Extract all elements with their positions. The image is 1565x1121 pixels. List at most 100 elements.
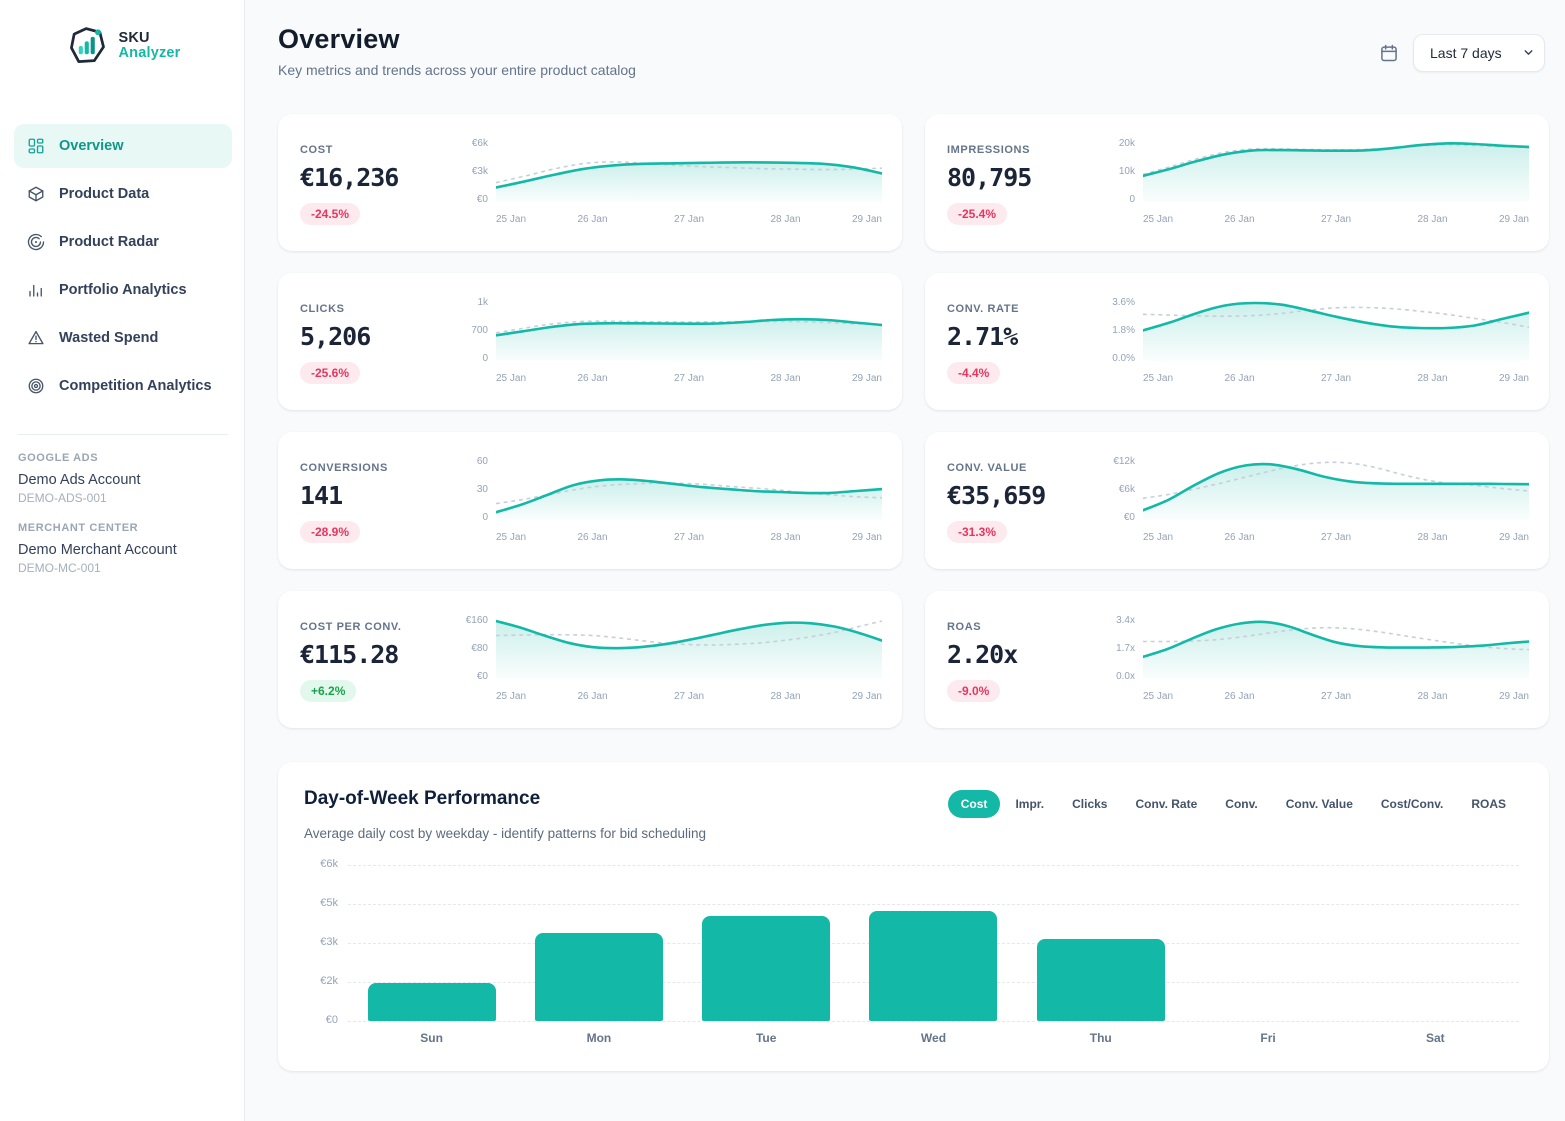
x-tick: 26 Jan: [577, 373, 608, 384]
sparkline-plot: [1143, 616, 1529, 688]
tab-roas[interactable]: ROAS: [1471, 797, 1506, 811]
tab-clicks[interactable]: Clicks: [1072, 797, 1108, 811]
x-tick: 25 Jan: [1143, 532, 1174, 543]
y-tick: €3k: [471, 166, 488, 177]
bar-wed[interactable]: [869, 910, 998, 1021]
metric-value: 2.71%: [947, 322, 1018, 351]
sidebar-item-product-data[interactable]: Product Data: [14, 172, 232, 216]
dashboard-icon: [27, 137, 45, 155]
metric-sparkline: €160 €80 €0: [460, 608, 882, 716]
target-icon: [27, 377, 45, 395]
x-tick: 25 Jan: [496, 532, 527, 543]
y-tick: €160: [465, 615, 488, 626]
metric-card-clicks: CLICKS 5,206 -25.6% 1k 700 0: [278, 273, 902, 410]
sparkline-y-axis: €6k €3k €0: [460, 138, 496, 211]
main-content: Overview Key metrics and trends across y…: [245, 0, 1565, 1121]
warning-icon: [27, 329, 45, 347]
metric-change-badge: -25.4%: [947, 203, 1008, 225]
metric-card-cost: COST €16,236 -24.5% €6k €3k €0: [278, 114, 902, 251]
sparkline-x-axis: 25 Jan 26 Jan 27 Jan 28 Jan 29 Jan: [496, 691, 882, 705]
metric-value: €115.28: [300, 640, 399, 669]
bar-tue[interactable]: [702, 915, 831, 1021]
gridline: [348, 904, 1519, 905]
sparkline-y-axis: 1k 700 0: [460, 297, 496, 370]
x-tick: 29 Jan: [851, 214, 882, 225]
sidebar-item-product-radar[interactable]: Product Radar: [14, 220, 232, 264]
calendar-icon[interactable]: [1379, 43, 1399, 63]
y-tick: 10k: [1118, 166, 1135, 177]
metric-sparkline: 20k 10k 0: [1107, 131, 1529, 239]
metric-value: €16,236: [300, 163, 399, 192]
y-tick: 20k: [1118, 138, 1135, 149]
bar-sun[interactable]: [367, 983, 496, 1021]
metric-label: CONV. RATE: [947, 303, 1020, 315]
bar-chart-y-tick: €6k: [320, 858, 338, 870]
sidebar-item-wasted-spend[interactable]: Wasted Spend: [14, 316, 232, 360]
x-tick: 29 Jan: [1498, 214, 1529, 225]
x-tick: 28 Jan: [770, 373, 801, 384]
bar-thu[interactable]: [1036, 938, 1165, 1021]
page-title: Overview: [278, 24, 400, 54]
x-tick: 27 Jan: [1320, 214, 1352, 225]
bar-chart-x-tick: Wed: [920, 1031, 947, 1045]
x-tick: 25 Jan: [1143, 691, 1174, 702]
y-tick: 0: [482, 512, 488, 523]
x-tick: 27 Jan: [673, 373, 705, 384]
package-icon: [27, 185, 45, 203]
gridline: [348, 865, 1519, 866]
bar-mon[interactable]: [534, 932, 663, 1021]
account-name: Demo Ads Account: [18, 472, 141, 488]
radar-icon: [27, 233, 45, 251]
metric-sparkline: 3.6% 1.8% 0.0%: [1107, 290, 1529, 398]
sidebar-item-overview[interactable]: Overview: [14, 124, 232, 168]
sparkline-x-axis: 25 Jan 26 Jan 27 Jan 28 Jan 29 Jan: [1143, 214, 1529, 228]
y-tick: 700: [471, 325, 488, 336]
x-tick: 27 Jan: [673, 214, 705, 225]
metric-label: COST PER CONV.: [300, 621, 402, 633]
sidebar-item-label: Product Radar: [59, 234, 159, 250]
x-tick: 28 Jan: [770, 691, 801, 702]
bar-chart-y-tick: €5k: [320, 897, 338, 909]
sparkline-x-axis: 25 Jan 26 Jan 27 Jan 28 Jan 29 Jan: [496, 214, 882, 228]
x-tick: 29 Jan: [851, 373, 882, 384]
y-tick: €0: [476, 194, 488, 205]
page-header-text: Overview Key metrics and trends across y…: [278, 24, 636, 78]
x-tick: 28 Jan: [1417, 691, 1448, 702]
tab-impr[interactable]: Impr.: [1015, 797, 1045, 811]
tab-cost[interactable]: Cost: [947, 790, 1001, 818]
sidebar-item-label: Overview: [59, 138, 124, 154]
sidebar-item-label: Product Data: [59, 186, 150, 202]
metric-summary: COST PER CONV. €115.28 +6.2%: [300, 608, 452, 716]
bar-column-sun: [348, 865, 515, 1021]
sparkline-plot: [496, 298, 882, 370]
tab-conv[interactable]: Conv.: [1225, 797, 1258, 811]
y-tick: 1k: [477, 297, 488, 308]
sidebar-item-label: Competition Analytics: [59, 378, 212, 394]
bar-chart-plot: [348, 865, 1519, 1022]
y-tick: €12k: [1113, 456, 1135, 467]
sparkline-x-axis: 25 Jan 26 Jan 27 Jan 28 Jan 29 Jan: [1143, 373, 1529, 387]
tab-conv-value[interactable]: Conv. Value: [1285, 797, 1353, 811]
sidebar-item-competition-analytics[interactable]: Competition Analytics: [14, 364, 232, 408]
bar-chart-icon: [27, 281, 45, 299]
metric-card-roas: ROAS 2.20x -9.0% 3.4x 1.7x 0.0x: [925, 591, 1549, 728]
y-tick: 1.7x: [1116, 643, 1135, 654]
tab-cost-conv[interactable]: Cost/Conv.: [1380, 797, 1444, 811]
metric-card-conv-value: CONV. VALUE €35,659 -31.3% €12k €6k €0: [925, 432, 1549, 569]
date-range-select[interactable]: Last 7 days: [1413, 34, 1545, 72]
sparkline-y-axis: €12k €6k €0: [1107, 456, 1143, 529]
metric-label: CONVERSIONS: [300, 462, 388, 474]
metric-summary: CONVERSIONS 141 -28.9%: [300, 449, 452, 557]
metric-value: 5,206: [300, 322, 371, 351]
sparkline-x-axis: 25 Jan 26 Jan 27 Jan 28 Jan 29 Jan: [496, 373, 882, 387]
x-tick: 27 Jan: [1320, 373, 1352, 384]
tab-conv-rate[interactable]: Conv. Rate: [1135, 797, 1198, 811]
sparkline-plot: [1143, 139, 1529, 211]
sparkline-plot: [1143, 298, 1529, 370]
y-tick: 0.0%: [1112, 353, 1135, 364]
sidebar-item-portfolio-analytics[interactable]: Portfolio Analytics: [14, 268, 232, 312]
metric-card-conversions: CONVERSIONS 141 -28.9% 60 30 0: [278, 432, 902, 569]
sparkline-y-axis: 60 30 0: [460, 456, 496, 529]
y-tick: 0.0x: [1116, 671, 1135, 682]
metric-summary: CONV. VALUE €35,659 -31.3%: [947, 449, 1099, 557]
